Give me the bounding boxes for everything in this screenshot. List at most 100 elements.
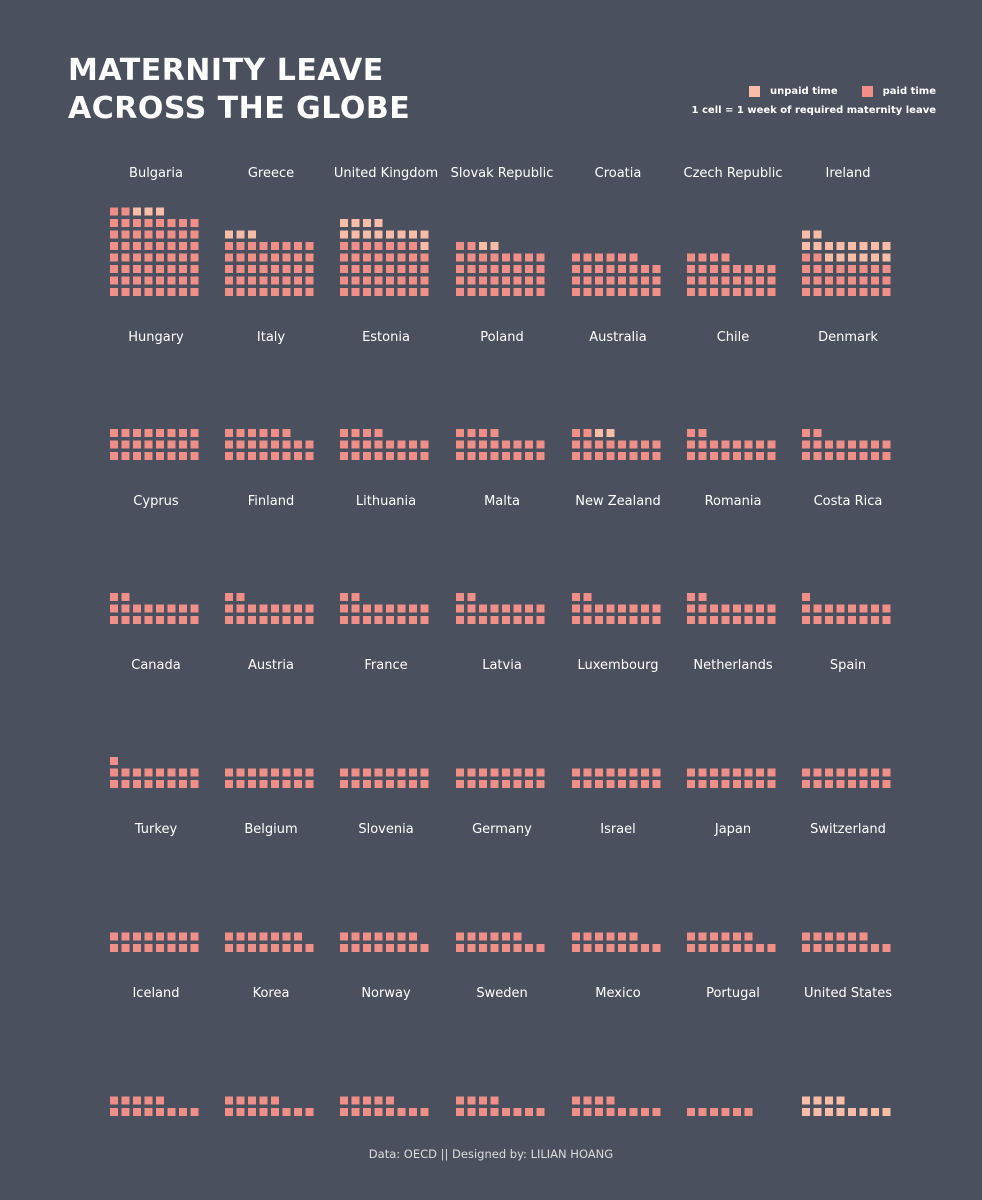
- country-label: Romania: [704, 494, 762, 509]
- waffle-cells: [456, 932, 545, 952]
- paid-week-cell: [340, 429, 348, 437]
- paid-week-cell: [467, 1108, 476, 1116]
- paid-week-cell: [595, 932, 603, 941]
- paid-week-cell: [606, 780, 615, 788]
- country-label: Australia: [589, 330, 647, 345]
- paid-week-cell: [629, 1108, 638, 1116]
- paid-week-cell: [294, 1108, 302, 1116]
- paid-week-cell: [259, 440, 268, 449]
- legend-row: unpaid time paid time: [692, 86, 936, 97]
- paid-week-cell: [744, 452, 753, 460]
- paid-week-cell: [236, 604, 245, 613]
- paid-week-cell: [871, 944, 879, 952]
- paid-week-cell: [144, 944, 153, 952]
- paid-week-cell: [721, 780, 730, 788]
- paid-week-cell: [236, 452, 245, 460]
- paid-week-cell: [167, 253, 176, 262]
- country-bulgaria: Bulgaria: [100, 166, 212, 318]
- paid-week-cell: [606, 944, 615, 952]
- paid-week-cell: [744, 932, 753, 941]
- paid-week-cell: [536, 452, 545, 460]
- country-denmark: Denmark: [792, 330, 904, 482]
- country-label: Latvia: [482, 658, 522, 673]
- paid-week-cell: [305, 780, 314, 788]
- paid-week-cell: [721, 452, 730, 460]
- paid-week-cell: [767, 265, 776, 273]
- waffle-cells: [572, 768, 661, 788]
- paid-week-cell: [721, 616, 730, 624]
- paid-week-cell: [687, 440, 695, 449]
- paid-week-cell: [629, 932, 638, 941]
- paid-week-cell: [167, 219, 176, 227]
- paid-week-cell: [271, 604, 279, 613]
- paid-week-cell: [479, 276, 487, 285]
- paid-week-cell: [179, 253, 187, 262]
- paid-week-cell: [629, 452, 638, 460]
- paid-week-cell: [802, 616, 810, 624]
- country-label: Belgium: [244, 822, 298, 837]
- waffle-cells: [456, 593, 545, 624]
- paid-week-cell: [248, 288, 256, 296]
- paid-week-cell: [144, 265, 153, 273]
- paid-week-cell: [536, 276, 545, 285]
- paid-week-cell: [583, 429, 592, 437]
- paid-week-cell: [802, 604, 810, 613]
- paid-week-cell: [698, 768, 707, 777]
- paid-week-cell: [513, 932, 522, 941]
- paid-week-cell: [397, 1108, 406, 1116]
- paid-week-cell: [133, 429, 141, 437]
- paid-week-cell: [825, 616, 833, 624]
- paid-week-cell: [490, 440, 499, 449]
- paid-week-cell: [572, 429, 580, 437]
- paid-week-cell: [190, 944, 199, 952]
- waffle-cells: [456, 429, 545, 460]
- paid-week-cell: [294, 768, 302, 777]
- paid-week-cell: [502, 616, 510, 624]
- paid-week-cell: [467, 253, 476, 262]
- unpaid-week-cell: [802, 1108, 810, 1116]
- paid-week-cell: [836, 768, 845, 777]
- paid-week-cell: [583, 604, 592, 613]
- paid-week-cell: [420, 780, 429, 788]
- paid-week-cell: [363, 616, 371, 624]
- paid-week-cell: [710, 253, 718, 262]
- paid-week-cell: [374, 780, 383, 788]
- paid-week-cell: [156, 780, 164, 788]
- paid-week-cell: [641, 780, 649, 788]
- country-slovenia: Slovenia: [330, 822, 442, 974]
- paid-week-cell: [698, 429, 707, 437]
- paid-week-cell: [813, 944, 822, 952]
- paid-week-cell: [225, 593, 233, 601]
- paid-week-cell: [710, 1108, 718, 1116]
- paid-week-cell: [513, 276, 522, 285]
- unpaid-week-cell: [859, 242, 868, 250]
- waffle-cells: [225, 768, 314, 788]
- paid-week-cell: [618, 932, 626, 941]
- paid-week-cell: [144, 429, 153, 437]
- paid-week-cell: [687, 452, 695, 460]
- paid-week-cell: [409, 265, 417, 273]
- paid-week-cell: [236, 768, 245, 777]
- paid-week-cell: [525, 440, 533, 449]
- paid-week-cell: [595, 944, 603, 952]
- unpaid-week-cell: [882, 1108, 891, 1116]
- paid-week-cell: [502, 604, 510, 613]
- paid-week-cell: [225, 768, 233, 777]
- paid-week-cell: [259, 768, 268, 777]
- paid-week-cell: [420, 1108, 429, 1116]
- paid-week-cell: [351, 593, 360, 601]
- paid-week-cell: [502, 1108, 510, 1116]
- unpaid-week-cell: [848, 1108, 856, 1116]
- paid-week-cell: [698, 253, 707, 262]
- paid-week-cell: [652, 276, 661, 285]
- paid-week-cell: [282, 440, 291, 449]
- paid-week-cell: [641, 440, 649, 449]
- country-austria: Austria: [215, 658, 327, 810]
- paid-week-cell: [479, 768, 487, 777]
- paid-week-cell: [618, 1108, 626, 1116]
- paid-week-cell: [882, 276, 891, 285]
- paid-week-cell: [652, 440, 661, 449]
- footer-credit: Data: OECD || Designed by: LILIAN HOANG: [368, 1147, 614, 1161]
- paid-week-cell: [490, 768, 499, 777]
- paid-week-cell: [479, 1108, 487, 1116]
